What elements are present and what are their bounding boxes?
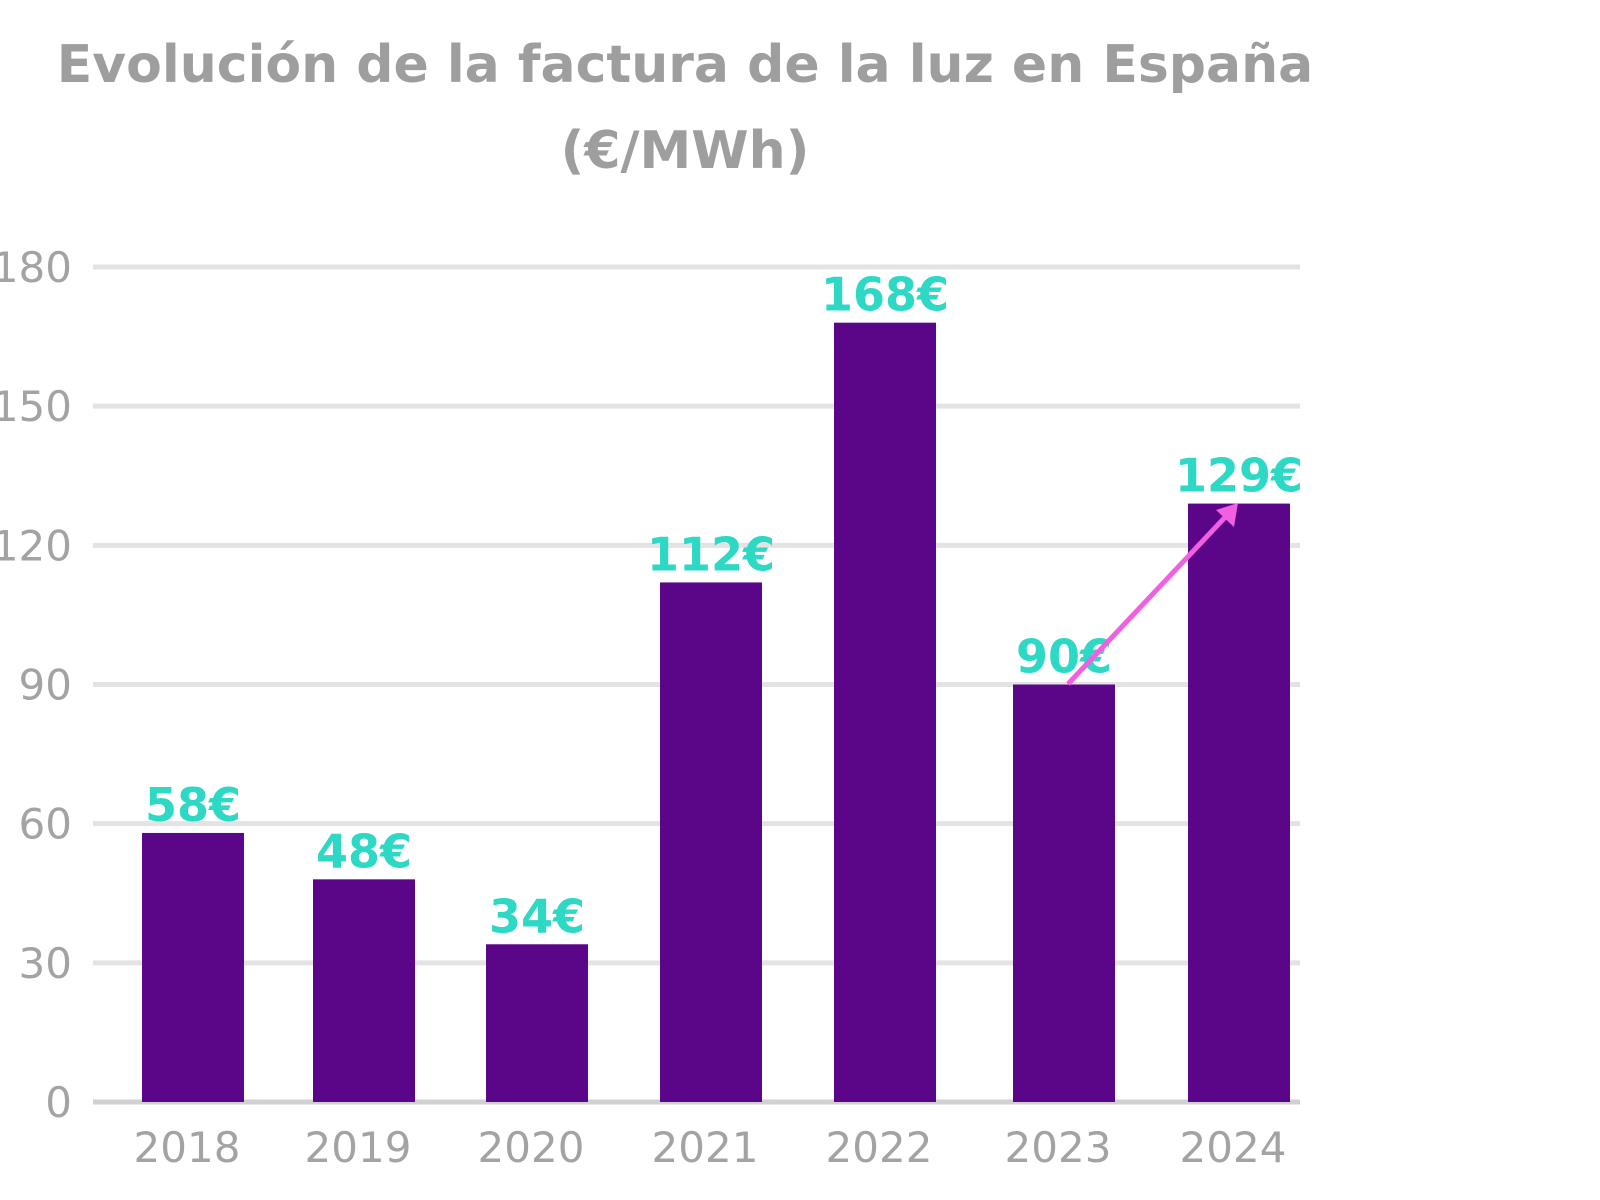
y-tick-label: 0 [45, 1078, 72, 1127]
bar [313, 879, 415, 1102]
data-label: 58€ [145, 778, 241, 832]
trend-arrow-line [1066, 510, 1232, 686]
arrow-head-icon [1216, 503, 1238, 527]
y-tick-label: 30 [19, 939, 72, 988]
x-tick-label: 2021 [652, 1123, 759, 1172]
x-tick-label: 2018 [134, 1123, 241, 1172]
chart-title-line1: Evolución de la factura de la luz en Esp… [56, 35, 1314, 95]
bar [660, 582, 762, 1102]
bar [1013, 684, 1115, 1102]
data-label: 48€ [316, 824, 412, 878]
chart-title-line2: (€/MWh) [560, 121, 810, 181]
bar [142, 832, 244, 1102]
bar [834, 322, 936, 1103]
x-tick-label: 2019 [305, 1123, 412, 1172]
chart-title: Evolución de la factura de la luz en Esp… [0, 22, 1370, 194]
data-label: 129€ [1175, 449, 1303, 503]
y-tick-label: 120 [0, 521, 72, 570]
y-tick-label: 90 [19, 661, 72, 710]
data-label: 112€ [647, 527, 775, 581]
bar [486, 944, 588, 1102]
x-tick-label: 2024 [1180, 1123, 1287, 1172]
y-tick-label: 60 [19, 800, 72, 849]
x-tick-label: 2022 [826, 1123, 933, 1172]
x-tick-label: 2023 [1005, 1123, 1112, 1172]
bar [1188, 503, 1290, 1102]
data-label: 34€ [489, 889, 585, 943]
y-tick-label: 180 [0, 243, 72, 292]
data-label: 90€ [1016, 630, 1112, 684]
y-tick-label: 150 [0, 382, 72, 431]
x-tick-label: 2020 [478, 1123, 585, 1172]
data-label: 168€ [821, 268, 949, 322]
